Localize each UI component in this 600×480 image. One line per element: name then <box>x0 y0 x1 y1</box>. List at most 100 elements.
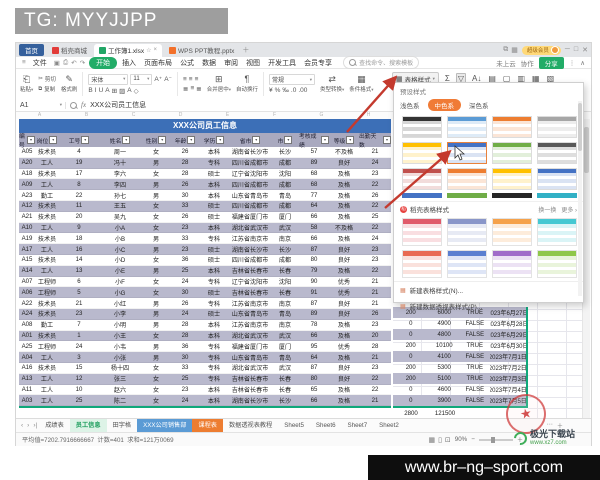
quick-tool-icon[interactable]: ▣ <box>53 59 60 67</box>
cell[interactable]: 64 <box>310 353 318 361</box>
cell[interactable]: 专科 <box>207 278 221 286</box>
cell[interactable]: 陈二 <box>113 397 127 405</box>
cell[interactable]: 本科 <box>207 268 221 276</box>
cell[interactable]: 24 <box>371 159 379 167</box>
cell[interactable]: 26 <box>371 191 379 199</box>
cell[interactable]: 0 <box>409 386 413 393</box>
style-thumbnail[interactable] <box>402 218 442 246</box>
cell[interactable]: 200 <box>405 342 416 349</box>
cell[interactable]: 68 <box>310 180 318 188</box>
cell[interactable]: 22 <box>371 223 379 231</box>
cell[interactable]: 女 <box>152 376 160 384</box>
column-header-G[interactable]: G <box>319 112 324 118</box>
filter-dropdown-icon[interactable]: ▾ <box>187 136 196 144</box>
cloud-status[interactable]: 未上云 <box>496 60 516 68</box>
filter-dropdown-icon[interactable]: ▾ <box>383 136 391 144</box>
cell[interactable]: 33 <box>181 364 189 372</box>
cell[interactable]: 22 <box>75 191 83 199</box>
cell[interactable]: 女 <box>152 170 160 178</box>
cell[interactable]: 小G <box>114 289 126 297</box>
style-thumbnail[interactable] <box>447 218 487 246</box>
cell[interactable]: 66 <box>310 234 318 242</box>
cell[interactable]: 湖南省长沙市 <box>231 397 269 405</box>
name-box[interactable]: A1 ▾ <box>20 101 66 109</box>
zoom-in-button[interactable]: ＋ <box>516 437 523 444</box>
cell[interactable]: 89 <box>310 310 318 318</box>
cell[interactable]: 工程师 <box>37 278 57 286</box>
style-thumbnail[interactable] <box>447 142 487 164</box>
cell[interactable]: 16 <box>75 245 83 253</box>
sheet-tab-员工信息[interactable]: 员工信息 <box>69 419 107 432</box>
font-name-select[interactable]: 宋体 ▾ <box>88 73 129 85</box>
new-tab-button[interactable]: ＋ <box>242 47 250 54</box>
cell[interactable]: 15 <box>75 364 83 372</box>
doc-tab[interactable]: WPS PPT教程.pptx <box>164 44 239 57</box>
cell[interactable]: 87 <box>310 299 318 307</box>
cell[interactable]: 湖北省武汉市 <box>231 224 269 232</box>
cell[interactable]: 长春 <box>278 289 292 297</box>
style-thumbnail[interactable] <box>492 168 532 190</box>
cell[interactable]: 吉林省长春市 <box>231 289 269 297</box>
column-header-E[interactable]: E <box>225 112 230 118</box>
cell[interactable]: 优秀 <box>337 343 351 351</box>
cell[interactable]: 58 <box>310 223 318 231</box>
cell[interactable]: 24 <box>75 342 83 350</box>
cell[interactable]: 28 <box>181 159 189 167</box>
refresh-styles-button[interactable]: 换一换 <box>538 207 557 214</box>
cell[interactable]: 女 <box>152 278 160 286</box>
view-mode-icon[interactable]: ▯ <box>438 436 442 444</box>
cell[interactable]: 吉林省长春市 <box>231 376 269 384</box>
cell[interactable]: 硕士 <box>207 257 221 265</box>
cell[interactable]: 吴九 <box>113 214 127 222</box>
cell[interactable]: 4600 <box>437 386 451 393</box>
cell[interactable]: A07 <box>21 277 33 285</box>
cell[interactable]: 23 <box>75 310 83 318</box>
cell[interactable]: A11 <box>21 385 33 393</box>
cell[interactable]: 及格 <box>337 203 351 211</box>
cell[interactable]: 3900 <box>437 397 451 404</box>
cell[interactable]: A18 <box>21 169 33 177</box>
menu-tab-视图[interactable]: 视图 <box>246 59 261 67</box>
cell[interactable]: 2023年7月1日 <box>489 355 527 361</box>
number-format-select[interactable]: 常规 ▾ <box>268 74 315 85</box>
cell[interactable]: 2023年7月2日 <box>489 366 527 372</box>
cell[interactable]: 小王 <box>113 332 127 340</box>
cell[interactable]: 良好 <box>337 300 351 308</box>
panel-menu-item[interactable]: ▦ 新建数据透视表样式(P)... <box>394 298 583 314</box>
cell[interactable]: 女 <box>152 397 160 405</box>
font-shrink-button[interactable]: A⁻ <box>164 76 172 83</box>
cell[interactable]: 赵六 <box>113 386 127 394</box>
cell[interactable]: 4900 <box>437 320 451 327</box>
cell[interactable]: 技术员 <box>37 149 57 157</box>
cell[interactable]: 沈阳 <box>278 170 292 178</box>
cell[interactable]: 男 <box>152 268 160 276</box>
number-icon[interactable]: ‰ <box>282 87 289 94</box>
cell[interactable]: 87 <box>310 364 318 372</box>
merge-center-button[interactable]: ⊞ 合并居中▾ <box>206 74 231 94</box>
font-style-icon[interactable]: A <box>127 87 132 94</box>
panel-tab-浅色系[interactable]: 浅色系 <box>400 103 420 110</box>
cell[interactable]: 长春 <box>278 268 292 276</box>
cell[interactable]: 30 <box>181 191 189 199</box>
font-style-icon[interactable]: B <box>88 87 93 94</box>
cell[interactable]: 湖北省武汉市 <box>231 365 269 373</box>
cell[interactable]: 辽宁省沈阳市 <box>231 170 269 178</box>
cell[interactable]: 2023年7月3日 <box>489 377 527 383</box>
cell[interactable]: 男 <box>152 343 160 351</box>
cell[interactable]: 技术员 <box>37 311 57 319</box>
cell[interactable]: 武汉 <box>278 224 292 232</box>
cell[interactable]: 南京 <box>278 300 292 308</box>
column-header-H[interactable]: H <box>366 112 371 118</box>
cell[interactable]: 四川省成都市 <box>231 160 269 168</box>
column-header-D[interactable]: D <box>178 112 183 118</box>
column-header-A[interactable]: A <box>37 112 42 118</box>
cell[interactable]: 不及格 <box>334 224 354 232</box>
cell[interactable]: 及格 <box>337 322 351 330</box>
cell[interactable]: 女 <box>152 203 160 211</box>
style-strip-thumbnail[interactable] <box>492 193 532 198</box>
style-strip-thumbnail[interactable] <box>537 193 577 198</box>
copy-button[interactable]: ⧉ 复制 <box>38 85 56 94</box>
home-button[interactable]: 首页 <box>19 44 44 56</box>
cell[interactable]: 26 <box>371 310 379 318</box>
cell[interactable]: 2023年6月29日 <box>490 333 527 339</box>
